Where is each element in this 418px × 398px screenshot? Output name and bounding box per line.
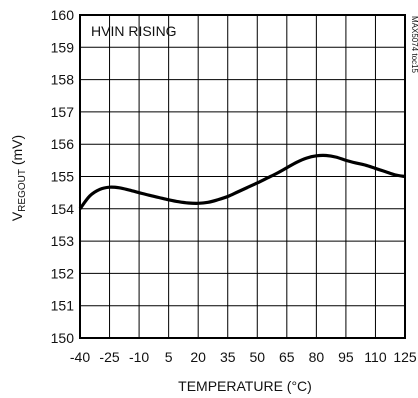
annotation-label: HVIN RISING (91, 23, 177, 39)
y-tick-label: 155 (51, 169, 75, 185)
y-tick-label: 154 (51, 201, 75, 217)
grid-lines (80, 15, 405, 338)
series-line (80, 155, 405, 208)
x-tick-label: 20 (190, 349, 206, 365)
x-tick-label: 5 (165, 349, 173, 365)
x-axis-title: TEMPERATURE (°C) (178, 378, 312, 394)
x-tick-label: 110 (364, 349, 387, 365)
x-tick-label: 35 (220, 349, 236, 365)
y-tick-label: 159 (51, 39, 75, 55)
y-tick-labels: 150 151 152 153 154 155 156 157 158 159 160 (51, 7, 75, 346)
x-tick-label: 65 (279, 349, 295, 365)
y-tick-label: 151 (51, 298, 75, 314)
y-tick-label: 160 (51, 7, 75, 23)
x-tick-label: -10 (129, 349, 149, 365)
plot-area (80, 155, 405, 208)
y-tick-label: 150 (51, 330, 75, 346)
y-tick-label: 152 (51, 265, 75, 281)
y-tick-label: 157 (51, 104, 75, 120)
y-axis-title-sub: REGOUT (17, 169, 28, 212)
x-tick-label: 125 (393, 349, 417, 365)
y-tick-label: 156 (51, 136, 75, 152)
x-tick-label: 95 (338, 349, 354, 365)
y-tick-label: 153 (51, 233, 75, 249)
side-identifier: MAX5074 toc15 (410, 16, 418, 73)
x-tick-label: 80 (309, 349, 325, 365)
x-tick-label: -40 (70, 349, 90, 365)
y-tick-label: 158 (51, 72, 75, 88)
x-tick-labels: -40 -25 -10 5 20 35 50 65 80 95 110 125 (70, 349, 417, 365)
x-tick-label: 50 (249, 349, 265, 365)
y-axis-title-unit: (mV) (9, 135, 25, 169)
x-tick-label: -25 (99, 349, 119, 365)
y-axis-title: VREGOUT (mV) (9, 135, 28, 221)
